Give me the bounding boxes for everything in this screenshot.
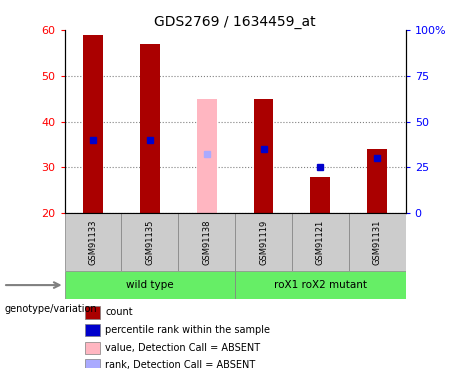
Bar	[85, 359, 100, 372]
Text: GSM91131: GSM91131	[373, 219, 382, 265]
Bar	[85, 342, 100, 354]
Text: wild type: wild type	[126, 280, 174, 290]
Text: rank, Detection Call = ABSENT: rank, Detection Call = ABSENT	[106, 360, 256, 370]
FancyBboxPatch shape	[292, 213, 349, 271]
Bar	[254, 99, 273, 213]
Bar	[140, 44, 160, 213]
Text: GSM91133: GSM91133	[89, 219, 97, 265]
FancyBboxPatch shape	[235, 271, 406, 300]
Text: genotype/variation: genotype/variation	[5, 304, 97, 314]
FancyBboxPatch shape	[349, 213, 406, 271]
Text: GSM91138: GSM91138	[202, 219, 211, 265]
Title: GDS2769 / 1634459_at: GDS2769 / 1634459_at	[154, 15, 316, 29]
Bar	[197, 99, 217, 213]
Text: GSM91119: GSM91119	[259, 219, 268, 264]
FancyBboxPatch shape	[65, 213, 121, 271]
Bar	[85, 324, 100, 336]
Bar	[310, 177, 331, 213]
Text: value, Detection Call = ABSENT: value, Detection Call = ABSENT	[106, 343, 260, 353]
Bar	[83, 34, 103, 213]
Bar	[367, 149, 387, 213]
FancyBboxPatch shape	[121, 213, 178, 271]
FancyBboxPatch shape	[178, 213, 235, 271]
FancyBboxPatch shape	[65, 271, 235, 300]
Text: count: count	[106, 308, 133, 317]
Bar	[85, 306, 100, 318]
FancyBboxPatch shape	[235, 213, 292, 271]
Text: roX1 roX2 mutant: roX1 roX2 mutant	[274, 280, 367, 290]
Text: percentile rank within the sample: percentile rank within the sample	[106, 325, 271, 335]
Text: GSM91135: GSM91135	[145, 219, 154, 265]
Text: GSM91121: GSM91121	[316, 219, 325, 264]
